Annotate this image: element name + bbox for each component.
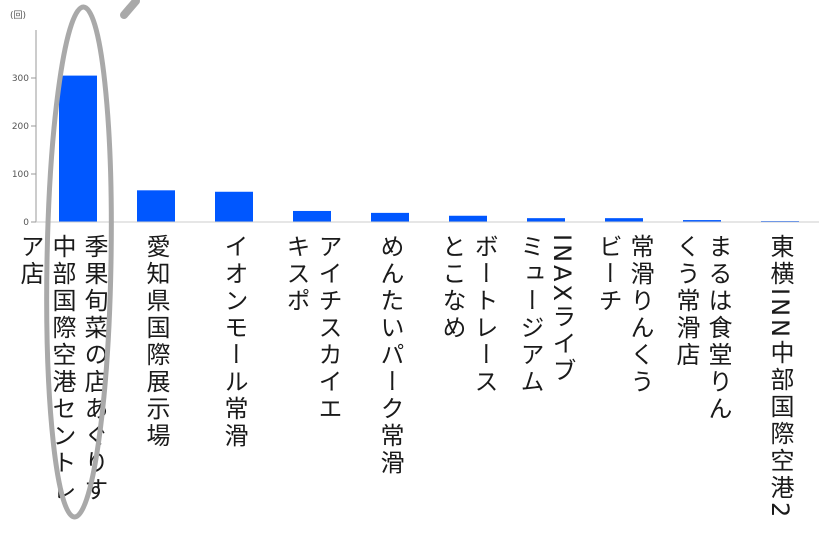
- x-category-label: 愛知県国際展示場: [142, 234, 170, 450]
- bar: [683, 220, 721, 222]
- bar: [215, 191, 253, 222]
- bar: [371, 212, 409, 222]
- x-category-label: アイチスカイエ キスポ: [282, 234, 342, 423]
- x-category-label: まるは食堂りん くう常滑店: [672, 234, 732, 423]
- y-tick-label: 100: [12, 170, 29, 180]
- bar: [137, 190, 175, 222]
- y-axis-ticks: 0 100 200 300: [12, 74, 36, 228]
- x-category-label: INAXライブ ミュージアム: [516, 234, 576, 396]
- x-category-label: イオンモール常滑: [220, 234, 248, 450]
- x-category-label: ボートレース とこなめ: [438, 234, 498, 396]
- bar: [605, 218, 643, 222]
- x-category-label: 東横INN中部国際空港2: [766, 234, 794, 521]
- y-axis-unit-label: (回): [10, 10, 26, 21]
- bar: [527, 218, 565, 222]
- y-tick-label: 0: [23, 218, 29, 228]
- x-category-label: めんたいパーク常滑: [376, 234, 404, 477]
- y-tick-label: 200: [12, 122, 29, 132]
- y-tick-label: 300: [12, 74, 29, 84]
- bar: [293, 210, 331, 222]
- x-category-label: 季果旬菜の店あぐりす 中部国際空港セントレ ア店: [16, 234, 108, 504]
- bar: [449, 215, 487, 222]
- x-category-label: 常滑りんくう ビーチ: [594, 234, 654, 396]
